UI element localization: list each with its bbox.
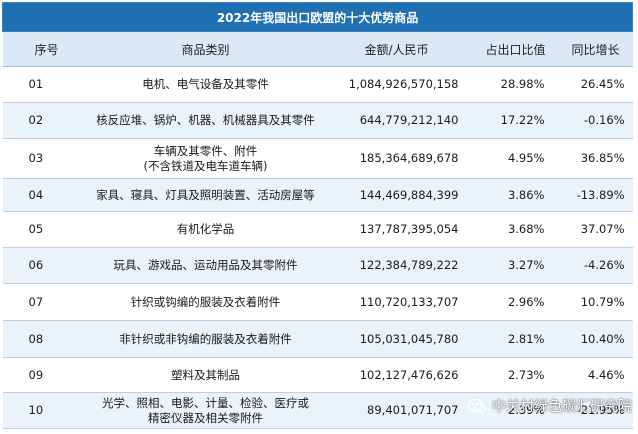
table-row: 08 非针织或非钩编的服装及衣着附件 105,031,045,780 2.81% 10.… (2, 320, 633, 358)
header-category: 商品类别 (90, 31, 321, 67)
cell-category: 玩具、游戏品、运动用品及其零附件 (90, 247, 321, 284)
cell-category: 针织或钩编的服装及衣着附件 (90, 283, 321, 321)
cell-num: 05 (2, 211, 91, 248)
cell-category: 塑料及其制品 (90, 357, 321, 393)
cell-yoy: -4.26% (558, 247, 633, 284)
cell-yoy: -13.89% (558, 178, 633, 212)
cell-amount: 144,469,884,399 (320, 178, 473, 212)
cell-yoy: -0.16% (558, 102, 633, 139)
cell-amount: 122,384,789,222 (320, 247, 473, 284)
cell-num: 02 (2, 102, 91, 139)
table-row: 10 光学、照相、电影、计量、检验、医疗或 精密仪器及相关零附件 89,401,071… (2, 392, 633, 429)
cell-share: 2.73% (472, 357, 559, 393)
cell-num: 03 (2, 138, 91, 179)
cell-num: 07 (2, 283, 91, 321)
cell-category: 光学、照相、电影、计量、检验、医疗或 精密仪器及相关零附件 (90, 392, 321, 429)
header-yoy: 同比增长 (558, 31, 633, 67)
cell-share: 3.86% (472, 178, 559, 212)
cell-yoy: 10.79% (558, 283, 633, 321)
cell-num: 08 (2, 320, 91, 358)
cell-amount: 185,364,689,678 (320, 138, 473, 179)
table-title-row: 2022年我国出口欧盟的十大优势商品 (1, 2, 634, 32)
cell-category: 电机、电气设备及其零件 (90, 66, 321, 103)
cell-share: 3.27% (472, 247, 559, 284)
cell-share: 3.68% (472, 211, 559, 248)
cell-category: 家具、寝具、灯具及照明装置、活动房屋等 (90, 178, 321, 212)
cell-yoy: 26.45% (558, 66, 633, 103)
table-row: 07 针织或钩编的服装及衣着附件 110,720,133,707 2.96% 10.79… (2, 283, 633, 321)
header-num: 序号 (2, 31, 91, 67)
cell-num: 01 (2, 66, 91, 103)
table-row: 04 家具、寝具、灯具及照明装置、活动房屋等 144,469,884,399 3.86… (2, 178, 633, 212)
table-row: 05 有机化学品 137,787,395,054 3.68% 37.07% (2, 211, 633, 248)
table-row: 03 车辆及其零件、附件 (不含铁道及电车道车辆) 185,364,689,678 4.… (2, 138, 633, 179)
cell-num: 04 (2, 178, 91, 212)
cell-share: 2.96% (472, 283, 559, 321)
cell-yoy: 37.07% (558, 211, 633, 248)
cell-yoy: 4.46% (558, 357, 633, 393)
cell-amount: 137,787,395,054 (320, 211, 473, 248)
cell-num: 10 (2, 392, 91, 429)
cell-num: 06 (2, 247, 91, 284)
cell-share: 4.95% (472, 138, 559, 179)
table-row: 06 玩具、游戏品、运动用品及其零附件 122,384,789,222 3.27% -4… (2, 247, 633, 284)
cell-amount: 644,779,212,140 (320, 102, 473, 139)
export-table-container: 2022年我国出口欧盟的十大优势商品 序号 商品类别 金额/人民币 占出口比值 … (1, 2, 634, 429)
export-table: 2022年我国出口欧盟的十大优势商品 序号 商品类别 金额/人民币 占出口比值 … (1, 2, 634, 429)
table-title: 2022年我国出口欧盟的十大优势商品 (1, 2, 634, 32)
cell-category: 非针织或非钩编的服装及衣着附件 (90, 320, 321, 358)
cell-category: 有机化学品 (90, 211, 321, 248)
header-amount: 金额/人民币 (320, 31, 473, 67)
cell-yoy: 36.85% (558, 138, 633, 179)
table-row: 09 塑料及其制品 102,127,476,626 2.73% 4.46% (2, 357, 633, 393)
table-row: 01 电机、电气设备及其零件 1,084,926,570,158 28.98% 26.4… (2, 66, 633, 103)
cell-yoy: 10.40% (558, 320, 633, 358)
cell-amount: 105,031,045,780 (320, 320, 473, 358)
cell-yoy: -21.95% (558, 392, 633, 429)
table-row: 02 核反应堆、锅炉、机器、机械器具及其零件 644,779,212,140 17.2… (2, 102, 633, 139)
cell-amount: 1,084,926,570,158 (320, 66, 473, 103)
cell-category: 车辆及其零件、附件 (不含铁道及电车道车辆) (90, 138, 321, 179)
cell-share: 28.98% (472, 66, 559, 103)
cell-share: 17.22% (472, 102, 559, 139)
cell-share: 2.81% (472, 320, 559, 358)
cell-category: 核反应堆、锅炉、机器、机械器具及其零件 (90, 102, 321, 139)
cell-amount: 102,127,476,626 (320, 357, 473, 393)
header-share: 占出口比值 (472, 31, 559, 67)
cell-amount: 110,720,133,707 (320, 283, 473, 321)
cell-num: 09 (2, 357, 91, 393)
cell-amount: 89,401,071,707 (320, 392, 473, 429)
table-header-row: 序号 商品类别 金额/人民币 占出口比值 同比增长 (2, 31, 633, 67)
cell-share: 2.39% (472, 392, 559, 429)
table-body: 01 电机、电气设备及其零件 1,084,926,570,158 28.98% 26.4… (2, 66, 633, 429)
